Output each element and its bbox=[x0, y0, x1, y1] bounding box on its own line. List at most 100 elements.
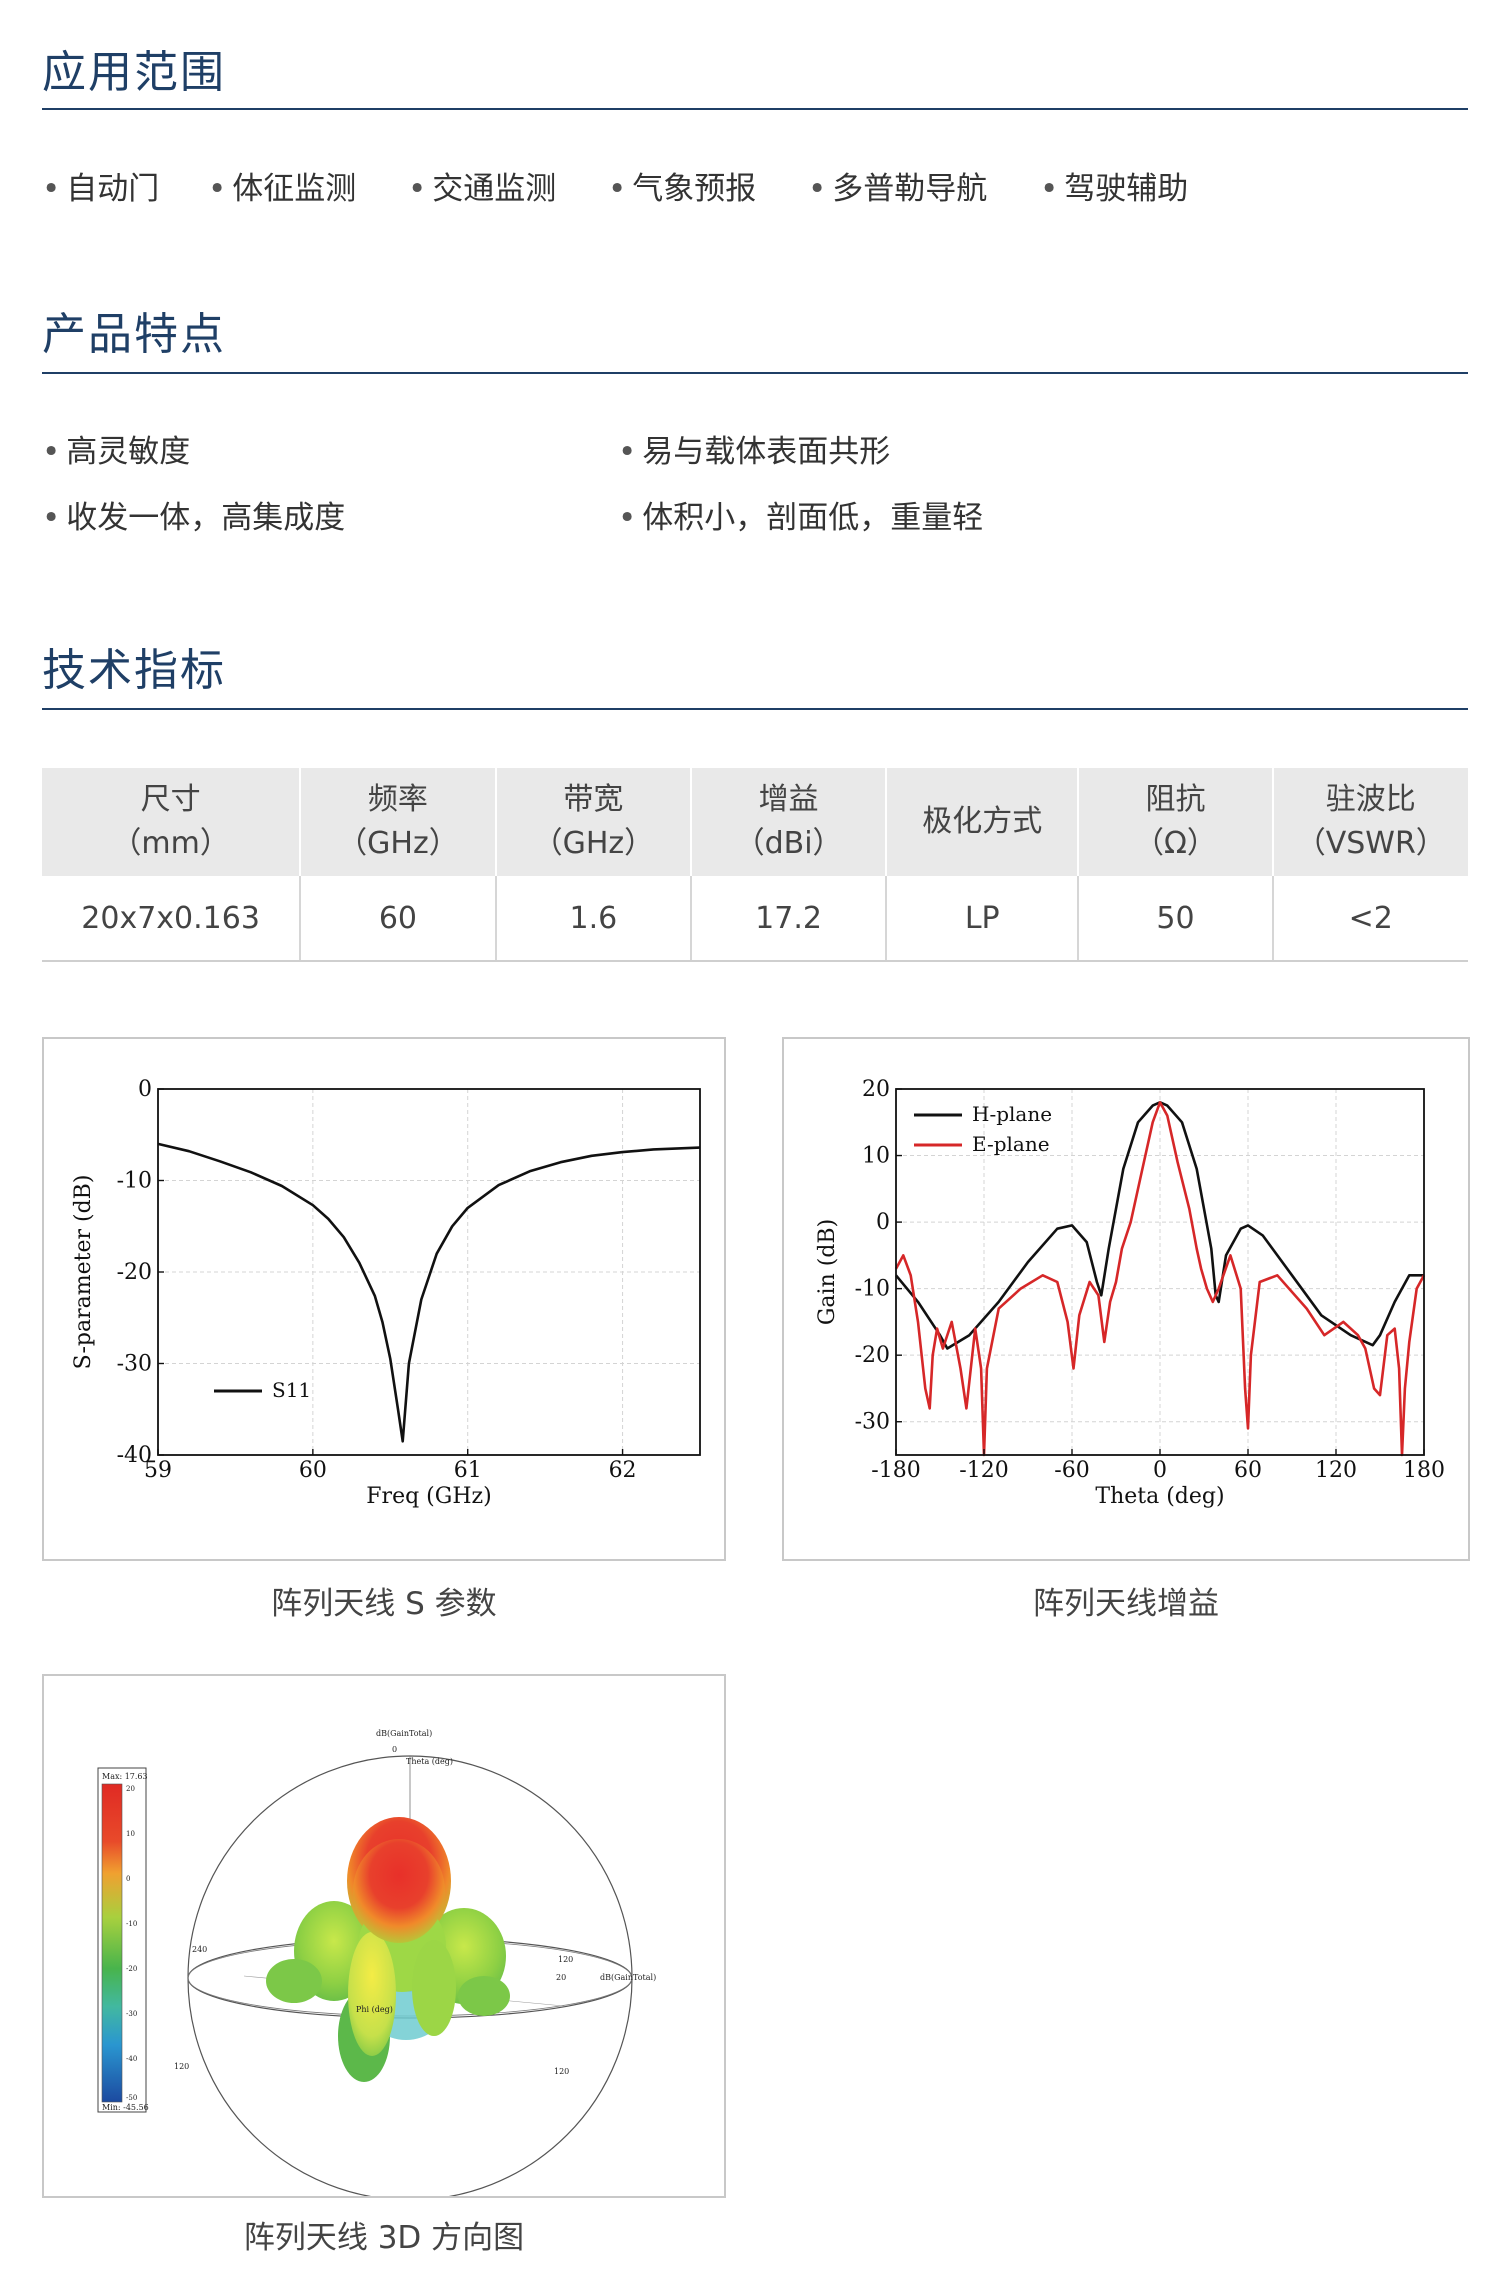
pattern3d-labels: dB(GainTotal) 0 Theta (deg) 240 120 120 … bbox=[174, 1729, 656, 2076]
plot-frame bbox=[157, 1088, 701, 1456]
table-cell: LP bbox=[886, 876, 1080, 962]
table-header-cell: 尺寸 （mm） bbox=[42, 768, 302, 876]
x-tick-label: 120 bbox=[1315, 1458, 1357, 1483]
table-row: 20x7x0.163 60 1.6 17.2 LP 50 <2 bbox=[42, 876, 1468, 962]
table-header-cell: 阻抗 （Ω） bbox=[1078, 768, 1274, 876]
table-cell: <2 bbox=[1272, 876, 1468, 962]
table-cell: 20x7x0.163 bbox=[42, 876, 302, 962]
s-parameter-figure: 59 60 61 62 0 -10 -20 -30 -40 Freq (GHz) S-paramet… bbox=[42, 1037, 726, 1561]
bullet-icon: • bbox=[618, 500, 637, 536]
svg-text:-10: -10 bbox=[126, 1920, 137, 1928]
legend-label: H-plane bbox=[972, 1102, 1052, 1126]
application-item: • 多普勒导航 bbox=[808, 171, 988, 207]
section-divider bbox=[42, 108, 1468, 110]
section-title-specs: 技术指标 bbox=[42, 645, 226, 696]
bullet-icon: • bbox=[42, 434, 61, 470]
bullet-icon: • bbox=[808, 171, 827, 207]
x-axis-label: Theta (deg) bbox=[1095, 1484, 1224, 1509]
x-tick-label: 61 bbox=[454, 1458, 482, 1483]
svg-text:120: 120 bbox=[174, 2062, 189, 2071]
svg-text:-50: -50 bbox=[126, 2094, 137, 2102]
application-item: • 驾驶辅助 bbox=[1040, 171, 1189, 207]
feature-item: • 体积小，剖面低，重量轻 bbox=[618, 500, 984, 536]
bullet-icon: • bbox=[42, 171, 61, 207]
gain-figure: -180 -120 -60 0 60 120 180 20 10 0 -10 -20 -30 Theta … bbox=[782, 1037, 1470, 1561]
y-axis-label: S-parameter (dB) bbox=[71, 1175, 96, 1370]
x-tick-label: -120 bbox=[959, 1458, 1008, 1483]
table-header-cell: 驻波比 （VSWR） bbox=[1272, 768, 1468, 876]
y-tick-label: 0 bbox=[876, 1210, 890, 1235]
svg-text:20: 20 bbox=[126, 1785, 135, 1793]
bullet-icon: • bbox=[618, 434, 637, 470]
pattern3d-caption: 阵列天线 3D 方向图 bbox=[243, 2220, 525, 2256]
section-title-features: 产品特点 bbox=[42, 309, 226, 360]
legend-label: E-plane bbox=[972, 1132, 1050, 1156]
bullet-icon: • bbox=[208, 171, 227, 207]
svg-text:-30: -30 bbox=[126, 2010, 137, 2018]
table-header-row: 尺寸 （mm） 频率 （GHz） 带宽 （GHz） 增益 （dBi） 极化方式 阻抗 （Ω… bbox=[42, 768, 1468, 876]
x-tick-label: 59 bbox=[144, 1458, 172, 1483]
gain-chart: -180 -120 -60 0 60 120 180 20 10 0 -10 -20 -30 Theta … bbox=[815, 1077, 1445, 1509]
s-parameter-caption: 阵列天线 S 参数 bbox=[271, 1586, 497, 1622]
svg-text:dB(GainTotal): dB(GainTotal) bbox=[376, 1729, 432, 1738]
section-divider bbox=[42, 708, 1468, 710]
y-tick-label: -20 bbox=[117, 1260, 152, 1285]
svg-text:Theta (deg): Theta (deg) bbox=[406, 1757, 453, 1766]
svg-text:240: 240 bbox=[192, 1945, 207, 1954]
application-item: • 体征监测 bbox=[208, 171, 357, 207]
y-tick-label: 0 bbox=[138, 1077, 152, 1102]
section-title-applications: 应用范围 bbox=[42, 47, 226, 98]
svg-text:120: 120 bbox=[554, 2067, 569, 2076]
application-item: • 交通监测 bbox=[408, 171, 557, 207]
svg-text:120: 120 bbox=[558, 1955, 573, 1964]
y-tick-label: 20 bbox=[862, 1077, 890, 1102]
table-cell: 17.2 bbox=[691, 876, 888, 962]
svg-text:0: 0 bbox=[392, 1745, 397, 1754]
bullet-icon: • bbox=[608, 171, 627, 207]
feature-item: • 高灵敏度 bbox=[42, 434, 191, 470]
pattern3d-figure: Max: 17.63 20 10 0 -10 -20 -30 -40 -50 M… bbox=[42, 1674, 726, 2201]
svg-text:10: 10 bbox=[126, 1830, 135, 1838]
x-axis-label: Freq (GHz) bbox=[366, 1484, 491, 1509]
svg-text:20: 20 bbox=[556, 1973, 566, 1982]
legend-label: S11 bbox=[272, 1378, 311, 1402]
x-tick-label: -180 bbox=[871, 1458, 920, 1483]
application-item: • 气象预报 bbox=[608, 171, 757, 207]
svg-text:-40: -40 bbox=[126, 2055, 137, 2063]
application-item: • 自动门 bbox=[42, 171, 160, 207]
y-tick-label: -20 bbox=[855, 1343, 890, 1368]
radiation-lobes bbox=[266, 1817, 510, 2082]
s-parameter-chart: 59 60 61 62 0 -10 -20 -30 -40 Freq (GHz) S-paramet… bbox=[71, 1077, 701, 1509]
gain-caption: 阵列天线增益 bbox=[1033, 1586, 1219, 1622]
x-tick-label: 62 bbox=[609, 1458, 637, 1483]
section-divider bbox=[42, 372, 1468, 374]
y-axis-label: Gain (dB) bbox=[815, 1219, 840, 1325]
table-header-cell: 带宽 （GHz） bbox=[495, 768, 693, 876]
bullet-icon: • bbox=[42, 500, 61, 536]
bullet-icon: • bbox=[1040, 171, 1059, 207]
y-tick-label: -30 bbox=[117, 1352, 152, 1377]
y-tick-label: -10 bbox=[855, 1277, 890, 1302]
table-header-cell: 极化方式 bbox=[886, 768, 1080, 876]
specs-table: 尺寸 （mm） 频率 （GHz） 带宽 （GHz） 增益 （dBi） 极化方式 阻抗 （Ω… bbox=[42, 768, 1468, 962]
table-cell: 50 bbox=[1078, 876, 1274, 962]
feature-item: • 易与载体表面共形 bbox=[618, 434, 891, 470]
feature-item: • 收发一体，高集成度 bbox=[42, 500, 346, 536]
x-tick-label: 180 bbox=[1403, 1458, 1445, 1483]
bullet-icon: • bbox=[408, 171, 427, 207]
svg-text:dB(GainTotal): dB(GainTotal) bbox=[600, 1973, 656, 1982]
y-tick-label: -40 bbox=[117, 1443, 152, 1468]
series-line-s11 bbox=[157, 1142, 701, 1443]
x-tick-label: -60 bbox=[1054, 1458, 1089, 1483]
table-header-cell: 增益 （dBi） bbox=[691, 768, 888, 876]
svg-text:0: 0 bbox=[126, 1875, 130, 1883]
y-tick-label: -30 bbox=[855, 1410, 890, 1435]
x-tick-label: 0 bbox=[1153, 1458, 1167, 1483]
color-scale-legend: Max: 17.63 20 10 0 -10 -20 -30 -40 -50 M… bbox=[97, 1767, 149, 2113]
svg-text:-20: -20 bbox=[126, 1965, 137, 1973]
series-line-h-plane bbox=[894, 1100, 1424, 1350]
x-tick-label: 60 bbox=[1234, 1458, 1262, 1483]
x-tick-label: 60 bbox=[299, 1458, 327, 1483]
table-cell: 60 bbox=[300, 876, 497, 962]
pattern3d-image: Max: 17.63 20 10 0 -10 -20 -30 -40 -50 M… bbox=[97, 1729, 656, 2201]
